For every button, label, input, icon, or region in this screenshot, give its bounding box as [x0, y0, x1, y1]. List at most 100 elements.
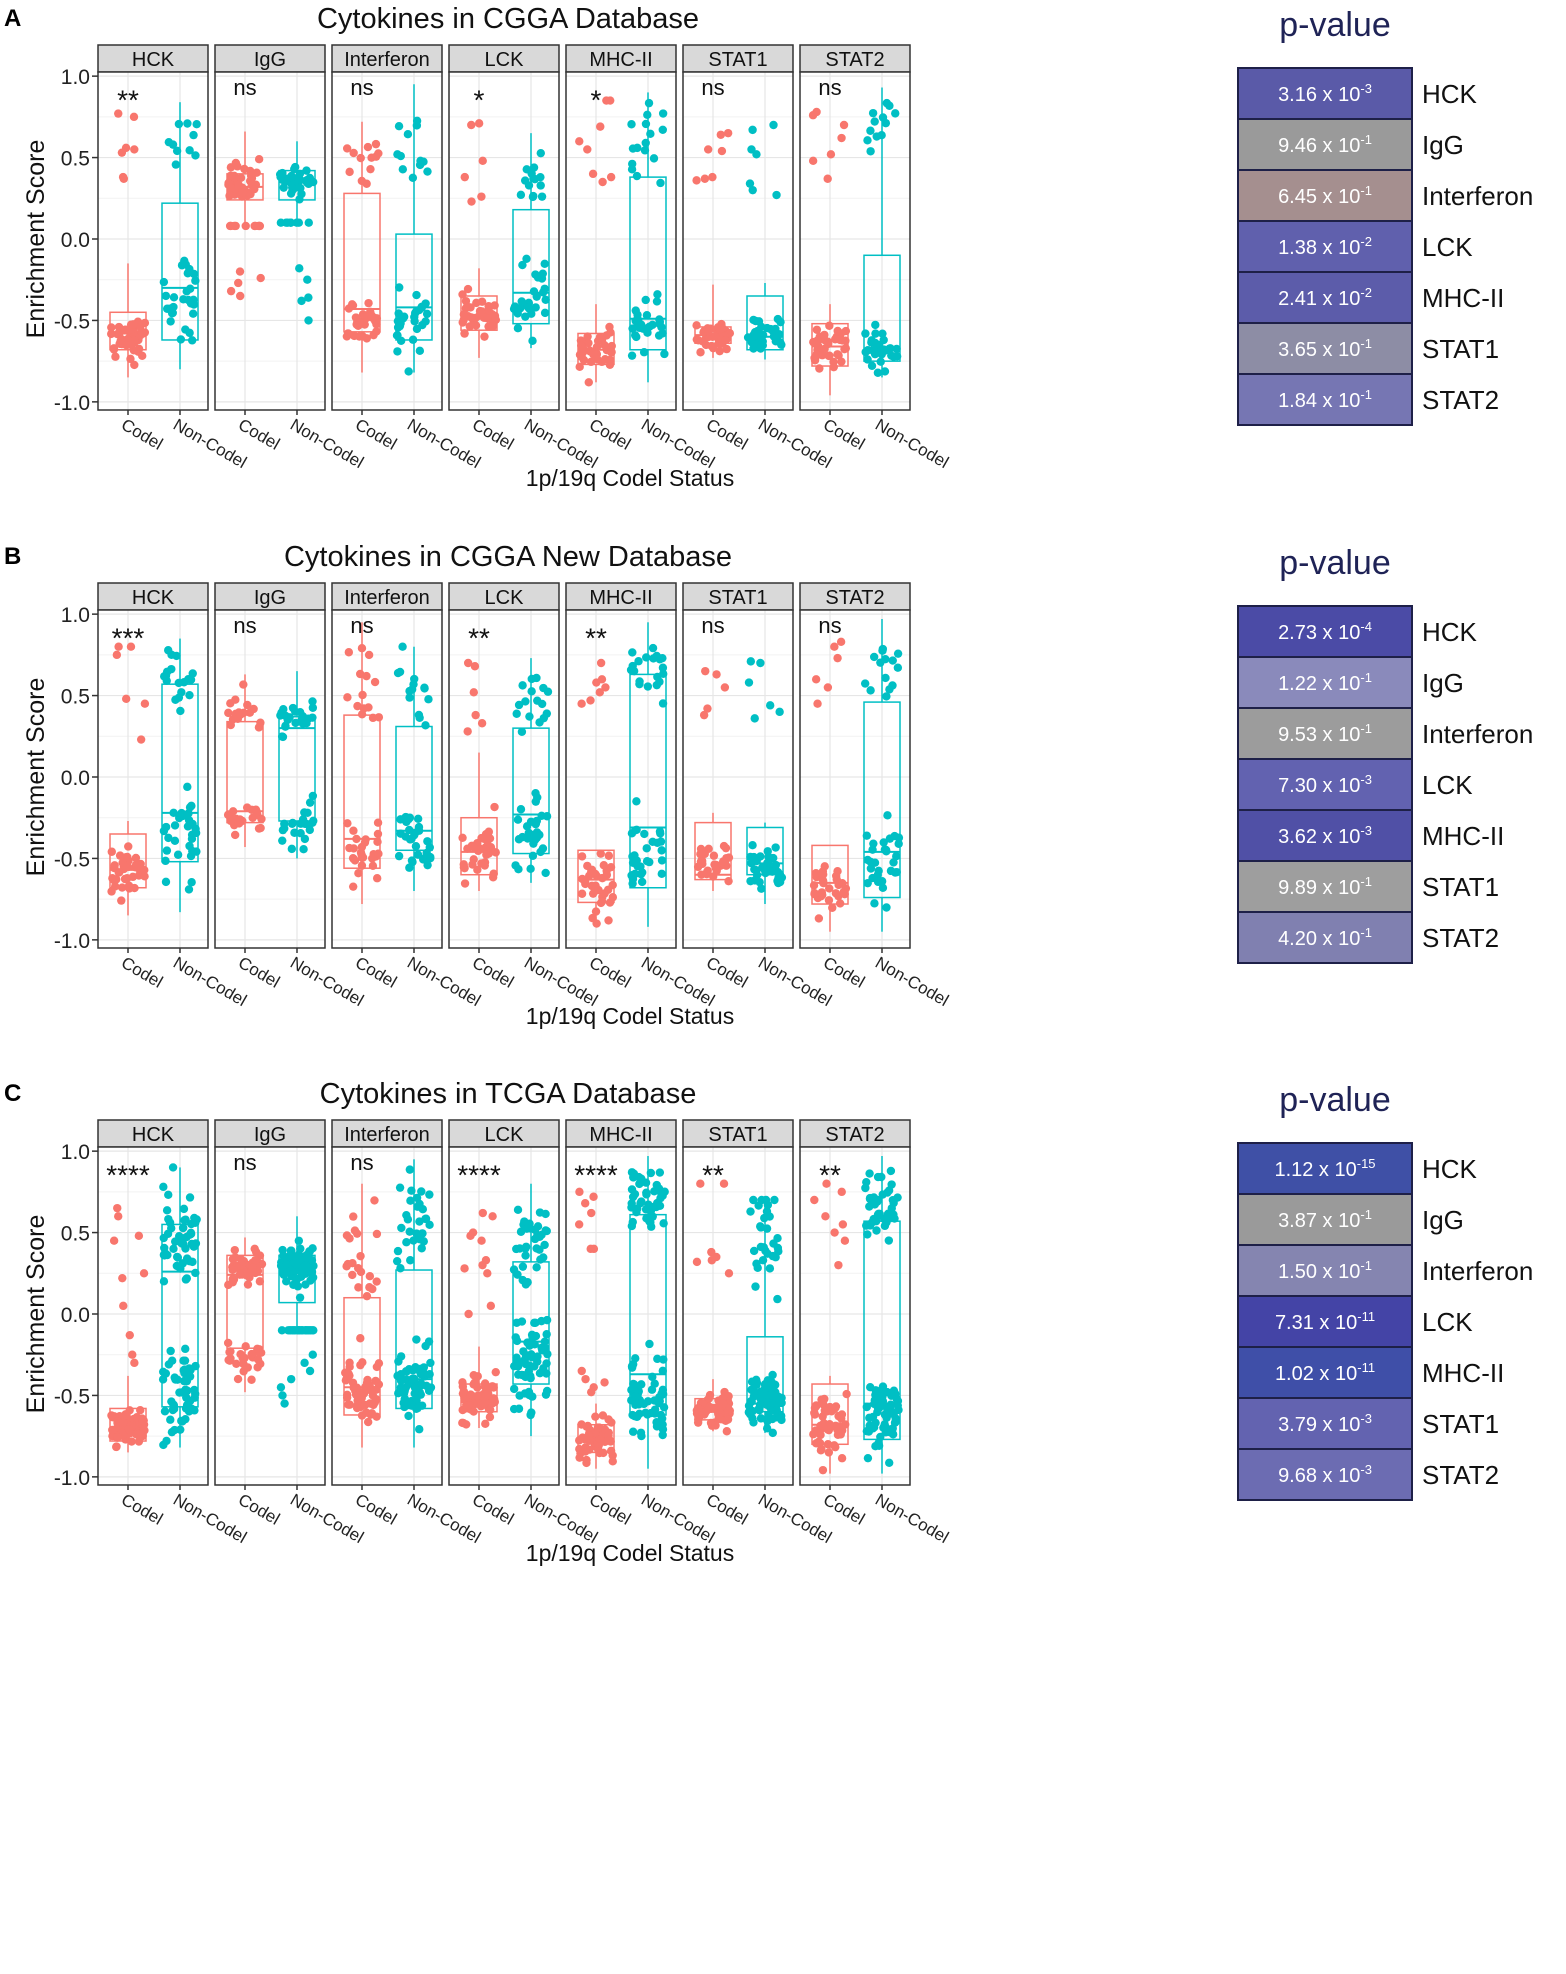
data-point [344, 648, 354, 657]
data-point [466, 1390, 475, 1399]
data-point [645, 322, 654, 331]
data-point [657, 323, 666, 332]
data-point [876, 658, 885, 667]
data-point [134, 1231, 144, 1241]
data-point [169, 1404, 179, 1414]
data-point [239, 680, 248, 689]
data-point [696, 348, 705, 357]
data-point [716, 130, 726, 139]
data-point [167, 309, 177, 318]
data-point [251, 1247, 261, 1257]
data-point [481, 1392, 490, 1401]
data-point [124, 842, 133, 851]
data-point [119, 1418, 128, 1428]
x-tick-label: Codel [703, 1490, 751, 1529]
data-point [880, 367, 890, 376]
data-point [719, 1179, 729, 1188]
data-point [586, 696, 595, 705]
data-point [126, 340, 135, 349]
y-axis-label: Enrichment Score [22, 678, 50, 877]
y-tick-label: 1.0 [61, 1141, 90, 1164]
data-point [478, 1260, 487, 1270]
data-point [810, 889, 819, 899]
data-point [178, 1259, 187, 1268]
data-point [119, 1301, 128, 1311]
y-tick-label: 1.0 [61, 604, 90, 627]
data-point [752, 1378, 762, 1388]
data-point [883, 1188, 892, 1197]
data-point [161, 877, 171, 887]
data-point [536, 148, 545, 158]
significance-label: **** [457, 1160, 501, 1191]
data-point [185, 264, 194, 274]
data-point [466, 1231, 475, 1241]
data-point [632, 825, 641, 835]
x-tick-label: Non-Codel [521, 953, 601, 1010]
pvalue-cell [1237, 1448, 1413, 1501]
data-point [368, 854, 377, 863]
data-point [236, 1255, 246, 1264]
data-point [754, 329, 764, 339]
data-point [413, 814, 423, 823]
data-point [885, 834, 895, 843]
data-point [823, 174, 832, 183]
pvalue-cell [1237, 911, 1413, 964]
data-point [768, 867, 777, 876]
data-point [658, 1366, 667, 1376]
data-point [886, 344, 895, 353]
data-point [539, 683, 548, 693]
data-point [528, 1333, 537, 1342]
data-point [407, 1186, 416, 1195]
data-point [356, 1251, 365, 1261]
data-point [179, 1376, 189, 1386]
data-point [174, 119, 184, 129]
data-point [486, 1301, 496, 1311]
data-point [521, 1280, 531, 1289]
data-point [461, 1420, 471, 1429]
data-point [606, 1446, 616, 1456]
data-point [243, 1280, 253, 1289]
data-point [580, 877, 590, 886]
facet-strip [331, 1119, 443, 1148]
data-point [531, 270, 540, 279]
chart-title: Cytokines in CGGA New Database [284, 541, 732, 573]
data-point [136, 322, 145, 332]
data-point [629, 1379, 638, 1389]
data-point [254, 824, 264, 833]
data-point [473, 1372, 482, 1381]
significance-label: ns [701, 75, 724, 100]
data-point [604, 1436, 614, 1445]
data-point [839, 120, 849, 130]
data-point [714, 1401, 724, 1410]
data-point [536, 847, 545, 857]
data-point [533, 793, 542, 802]
significance-label: ** [702, 1160, 724, 1191]
data-point [541, 1226, 550, 1235]
data-point [130, 1358, 139, 1368]
pvalue-value: 4.20 x 10-1 [1278, 925, 1372, 950]
data-point [525, 304, 534, 313]
data-point [190, 1389, 200, 1399]
facet-strip-label: LCK [485, 587, 525, 609]
plot-area [683, 610, 793, 948]
x-axis-label: 1p/19q Codel Status [526, 1540, 734, 1566]
data-point [396, 1376, 406, 1385]
data-point [535, 1208, 545, 1217]
y-tick-label: -0.5 [54, 1385, 90, 1408]
pvalue-cell [1237, 118, 1413, 171]
y-tick-label: 0.0 [61, 229, 90, 252]
data-point [424, 1337, 434, 1346]
plot-area [332, 1147, 442, 1485]
pvalue-cell [1237, 809, 1413, 862]
data-point [768, 1428, 777, 1438]
data-point [107, 323, 116, 332]
data-point [300, 1358, 309, 1368]
box-Non-Codel [395, 725, 433, 852]
facet-strip-label: LCK [485, 49, 525, 71]
data-point [530, 1362, 539, 1371]
data-point [812, 325, 822, 334]
pvalue-cell [1237, 1346, 1413, 1399]
data-point [117, 883, 127, 892]
data-point [712, 670, 721, 679]
data-point [542, 1386, 552, 1396]
